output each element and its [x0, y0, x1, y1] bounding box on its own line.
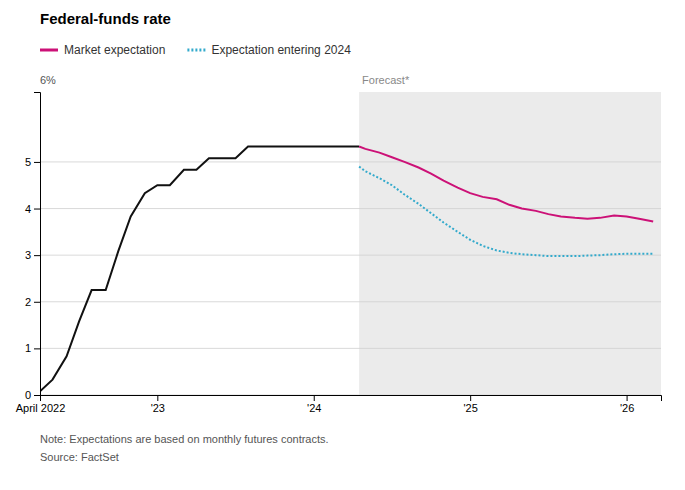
- y-tick-mark: [34, 209, 40, 210]
- y-tick-mark: [34, 255, 40, 256]
- x-tick: '23: [151, 395, 165, 414]
- x-tick: April 2022: [16, 395, 66, 414]
- y-tick-label: 5: [25, 156, 31, 168]
- x-axis-line: [41, 396, 662, 402]
- x-tick-mark: [627, 395, 628, 401]
- x-tick-mark: [157, 395, 158, 401]
- x-tick-label: '25: [463, 402, 477, 414]
- y-tick: 0: [25, 389, 40, 401]
- x-tick-label: '26: [620, 402, 634, 414]
- y-axis-line: [34, 93, 41, 396]
- grid-line: [40, 301, 661, 302]
- legend-item: Expectation entering 2024: [187, 43, 351, 57]
- legend-swatch: [187, 49, 205, 52]
- series-line: [40, 147, 359, 392]
- y-tick: 2: [25, 296, 40, 308]
- y-tick-mark: [34, 348, 40, 349]
- annotation: 6%: [40, 74, 56, 86]
- legend-swatch: [40, 49, 58, 52]
- y-tick-mark: [34, 302, 40, 303]
- chart: Federal-funds rate Market expectation Expe…: [0, 0, 685, 490]
- legend-item: Market expectation: [40, 43, 165, 57]
- x-tick-mark: [314, 395, 315, 401]
- y-tick-mark: [34, 395, 40, 396]
- x-tick: '25: [463, 395, 477, 414]
- marks: [40, 92, 661, 395]
- title: Federal-funds rate: [40, 10, 171, 27]
- y-tick: 1: [25, 342, 40, 354]
- grid-line: [40, 395, 661, 396]
- grid-line: [40, 208, 661, 209]
- x-tick: '26: [620, 395, 634, 414]
- source: Source: FactSet: [40, 451, 119, 463]
- plot: 6% Forecast* April 2022 '23 '24 '25 '26 0 1 2 3 4 5: [16, 74, 662, 414]
- y-tick-label: 3: [25, 249, 31, 261]
- x-tick: '24: [307, 395, 321, 414]
- legend-label: Market expectation: [64, 43, 165, 57]
- legend-label: Expectation entering 2024: [211, 43, 351, 57]
- y-tick: 4: [25, 203, 40, 215]
- grid-line: [40, 348, 661, 349]
- x-tick-label: '24: [307, 402, 321, 414]
- note: Note: Expectations are based on monthly …: [40, 433, 329, 445]
- grid-line: [40, 161, 661, 162]
- y-tick-label: 1: [25, 342, 31, 354]
- legend: Market expectation Expectation entering 2…: [40, 43, 351, 57]
- y-tick-label: 2: [25, 296, 31, 308]
- series-line: [359, 167, 653, 257]
- series-line: [359, 147, 653, 222]
- x-axis: April 2022 '23 '24 '25 '26: [16, 395, 662, 414]
- annotation: Forecast*: [362, 74, 410, 86]
- y-axis: 0 1 2 3 4 5: [25, 93, 41, 402]
- y-tick-mark: [34, 162, 40, 163]
- regions: [359, 92, 661, 395]
- y-tick: 3: [25, 249, 40, 261]
- x-tick-label: '23: [151, 402, 165, 414]
- x-tick-mark: [470, 395, 471, 401]
- x-tick-label: April 2022: [16, 402, 66, 414]
- forecast-region: [359, 92, 661, 395]
- grid: [40, 162, 661, 395]
- y-tick: 5: [25, 156, 40, 168]
- y-tick-label: 0: [25, 389, 31, 401]
- y-tick-label: 4: [25, 203, 31, 215]
